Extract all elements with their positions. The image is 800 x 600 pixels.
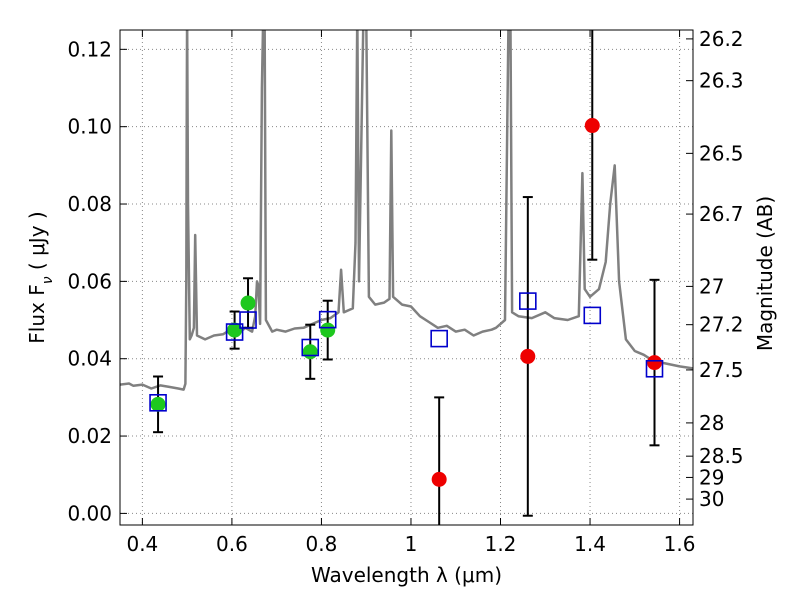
red-point (647, 355, 663, 371)
green-point (227, 322, 243, 338)
axis-ticks: 0.4 0.6 0.8 1 1.2 1.4 1.6 0.00 0.02 0.04 0.06 0.08 0… (67, 27, 743, 556)
y-axis-label: Flux Fν ( μJy ) (25, 211, 56, 343)
y-tick-label: 0.08 (67, 192, 112, 216)
y-tick-label: 0.12 (67, 37, 112, 61)
right-axis-label: Magnitude (AB) (753, 196, 777, 351)
x-tick-label: 0.4 (126, 532, 158, 556)
y-tick-label: 0.04 (67, 347, 112, 371)
model-squares (149, 292, 664, 412)
x-tick-label: 1.6 (664, 532, 696, 556)
green-point (150, 396, 166, 412)
x-axis-label: Wavelength λ (μm) (311, 563, 502, 587)
y-tick-label: 0.02 (67, 424, 112, 448)
y-tick-label: 0.10 (67, 115, 112, 139)
right-tick-label: 26.2 (699, 27, 744, 51)
spectrum-series (120, 30, 693, 391)
right-tick-label: 27.2 (699, 313, 744, 337)
green-point (240, 295, 256, 311)
y-tick-label: 0.06 (67, 269, 112, 293)
spectrum-line (120, 30, 693, 391)
y-tick-label: 0.00 (67, 501, 112, 525)
green-point (320, 322, 336, 338)
model-square (519, 292, 537, 310)
model-square (239, 311, 257, 329)
x-tick-label: 0.6 (216, 532, 248, 556)
model-square (225, 323, 244, 341)
right-tick-label: 26.3 (699, 69, 744, 93)
red-point (431, 471, 447, 487)
data-points (150, 118, 663, 487)
model-square (430, 329, 448, 348)
model-square (645, 359, 664, 378)
model-square (318, 310, 337, 329)
plot-frame (119, 29, 694, 526)
right-tick-label: 30 (699, 487, 724, 511)
right-tick-label: 26.7 (699, 202, 744, 226)
x-tick-label: 1.4 (574, 532, 606, 556)
right-tick-label: 29 (699, 465, 724, 489)
right-tick-label: 27.5 (699, 358, 744, 382)
x-tick-label: 1 (405, 532, 418, 556)
x-tick-label: 0.8 (306, 532, 338, 556)
grid (120, 30, 693, 525)
model-square (149, 393, 167, 412)
red-point (584, 118, 600, 134)
x-tick-label: 1.2 (485, 532, 517, 556)
model-square (583, 306, 602, 325)
red-point (520, 348, 536, 364)
right-tick-label: 26.5 (699, 141, 744, 165)
green-point (302, 344, 318, 360)
model-square (301, 338, 320, 357)
right-tick-label: 28 (699, 411, 724, 435)
right-tick-label: 27 (699, 274, 724, 298)
right-tick-label: 28.5 (699, 444, 744, 468)
